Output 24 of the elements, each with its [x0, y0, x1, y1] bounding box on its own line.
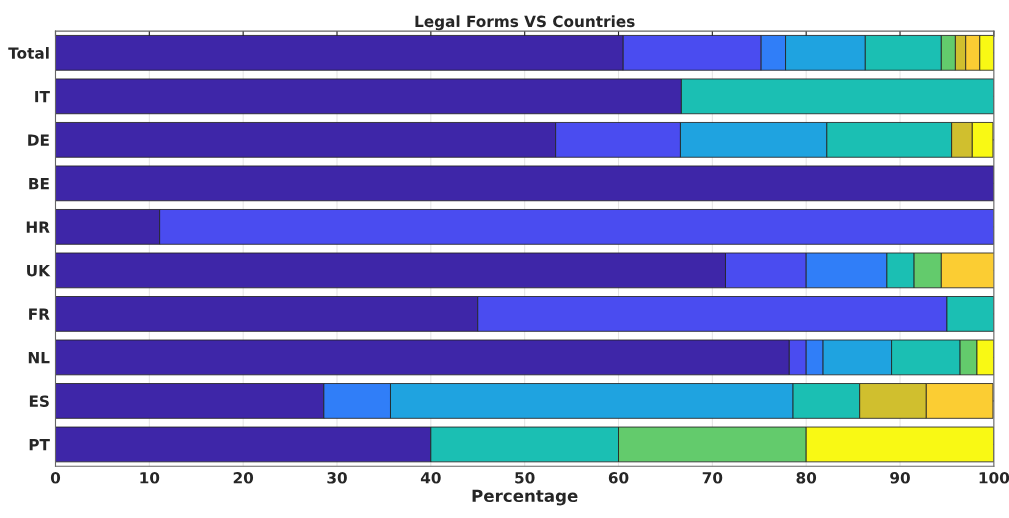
y-tick-label: NL: [28, 352, 50, 364]
x-tick-label: 0: [50, 472, 61, 484]
bar: [55, 165, 994, 202]
x-tick-label: 100: [979, 472, 1009, 484]
y-tick-label: IT: [35, 91, 50, 103]
x-tick-label: 90: [890, 472, 910, 484]
y-tick-label: DE: [28, 134, 49, 146]
y-tick-label: HR: [26, 221, 50, 233]
x-tick-label: 80: [796, 472, 817, 484]
x-tick-label: 50: [515, 472, 535, 484]
x-tick-label: 60: [608, 472, 629, 484]
x-tick-label: 70: [702, 472, 723, 484]
y-tick-label: ES: [29, 395, 49, 407]
chart-title: Legal Forms VS Countries: [415, 15, 635, 31]
y-tick-label: PT: [29, 439, 50, 451]
y-tick-label: Total: [8, 47, 49, 59]
x-tick-label: 40: [420, 472, 441, 484]
x-tick-label: 10: [140, 472, 160, 484]
y-tick-label: BE: [29, 178, 49, 190]
x-axis-title: Percentage: [472, 489, 578, 506]
y-tick-label: UK: [27, 265, 51, 277]
x-tick-label: 30: [327, 472, 347, 484]
x-tick-label: 20: [233, 472, 254, 484]
y-tick-label: FR: [29, 308, 50, 320]
